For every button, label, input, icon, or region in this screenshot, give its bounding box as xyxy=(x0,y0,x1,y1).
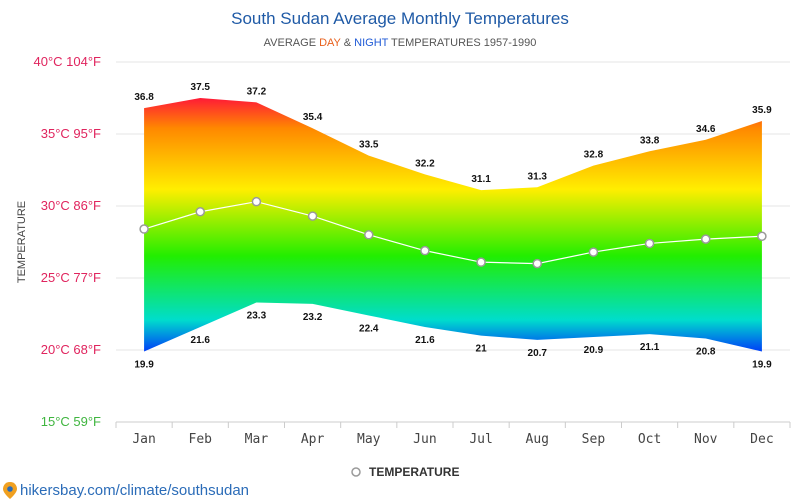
y-tick-label: 25°C 77°F xyxy=(41,270,101,285)
day-value-label: 32.2 xyxy=(415,158,435,169)
y-tick-label: 30°C 86°F xyxy=(41,198,101,213)
x-tick-label: Jun xyxy=(413,432,436,447)
night-value-label: 19.9 xyxy=(752,359,772,370)
data-labels: 36.8 37.5 37.2 35.4 33.5 32.2 31.1 31.3 32.8 33.8… xyxy=(134,82,772,370)
x-tick-label: Nov xyxy=(694,432,718,447)
average-point[interactable] xyxy=(307,211,318,221)
subtitle-suffix: TEMPERATURES 1957-1990 xyxy=(388,37,536,49)
day-value-label: 32.8 xyxy=(584,150,604,161)
day-value-label: 35.9 xyxy=(752,105,772,116)
subtitle-night: NIGHT xyxy=(354,37,389,49)
day-value-label: 31.3 xyxy=(528,171,548,182)
y-tick-label: 35°C 95°F xyxy=(41,126,101,141)
x-tick-label: Feb xyxy=(189,432,213,447)
day-value-label: 36.8 xyxy=(134,92,154,103)
day-value-label: 37.5 xyxy=(191,82,211,93)
footer[interactable]: hikersbay.com/climate/southsudan xyxy=(3,482,249,499)
chart-subtitle: AVERAGE DAY & NIGHT TEMPERATURES 1957-19… xyxy=(264,37,537,49)
x-tick-label: Jan xyxy=(132,432,155,447)
night-value-label: 23.2 xyxy=(303,312,323,323)
y-tick-label: 20°C 68°F xyxy=(41,342,101,357)
x-tick-label: Mar xyxy=(245,432,269,447)
legend-label: TEMPERATURE xyxy=(369,465,459,479)
subtitle-day: DAY xyxy=(319,37,341,49)
x-tick-label: Oct xyxy=(638,432,661,447)
night-value-label: 19.9 xyxy=(134,359,154,370)
average-point[interactable] xyxy=(139,224,149,234)
night-value-label: 20.9 xyxy=(584,345,604,356)
average-point[interactable] xyxy=(420,245,430,256)
y-tick-label: 15°C 59°F xyxy=(41,414,101,429)
x-tick-label: Sep xyxy=(582,432,606,447)
average-point[interactable] xyxy=(757,231,767,241)
night-value-label: 21.6 xyxy=(415,335,435,346)
x-tick-label: Dec xyxy=(750,432,773,447)
average-point[interactable] xyxy=(195,207,205,217)
x-tick-label: May xyxy=(357,432,381,447)
day-value-label: 35.4 xyxy=(303,112,323,123)
day-value-label: 37.2 xyxy=(247,86,267,97)
night-value-label: 23.3 xyxy=(247,310,267,321)
night-value-label: 21.6 xyxy=(191,335,211,346)
average-point[interactable] xyxy=(644,238,655,249)
night-value-label: 20.8 xyxy=(696,346,716,357)
x-tick-label: Apr xyxy=(301,432,325,447)
average-point[interactable] xyxy=(476,257,486,267)
legend[interactable]: TEMPERATURE xyxy=(351,465,459,479)
night-value-label: 21.1 xyxy=(640,342,660,353)
y-axis-ticks: 40°C 104°F 35°C 95°F 30°C 86°F 25°C 77°F 20°… xyxy=(34,54,102,429)
x-tick-label: Aug xyxy=(526,432,549,447)
average-point[interactable] xyxy=(532,258,542,269)
subtitle-amp: & xyxy=(341,37,354,49)
x-tick-label: Jul xyxy=(469,432,492,447)
average-series xyxy=(139,196,767,269)
subtitle-prefix: AVERAGE xyxy=(264,37,319,49)
footer-link[interactable]: hikersbay.com/climate/southsudan xyxy=(20,482,249,499)
legend-marker xyxy=(351,467,361,477)
x-axis: Jan Feb Mar Apr May Jun Jul Aug Sep Oct Nov Dec xyxy=(115,421,791,447)
day-night-area xyxy=(144,98,762,352)
temperature-band xyxy=(144,98,762,352)
average-point[interactable] xyxy=(588,247,599,257)
location-pin-icon xyxy=(3,482,17,499)
night-value-label: 20.7 xyxy=(528,348,548,359)
day-value-label: 31.1 xyxy=(471,174,491,185)
day-value-label: 34.6 xyxy=(696,124,716,135)
chart-title: South Sudan Average Monthly Temperatures xyxy=(231,9,569,28)
average-point[interactable] xyxy=(364,230,374,240)
night-value-label: 22.4 xyxy=(359,323,379,334)
average-line xyxy=(143,201,762,265)
night-value-label: 21 xyxy=(476,344,488,355)
average-point[interactable] xyxy=(251,196,262,207)
day-value-label: 33.8 xyxy=(640,135,660,146)
y-axis-label: TEMPERATURE xyxy=(16,201,28,283)
average-point[interactable] xyxy=(701,234,711,244)
day-value-label: 33.5 xyxy=(359,140,379,151)
y-tick-label: 40°C 104°F xyxy=(34,54,102,69)
